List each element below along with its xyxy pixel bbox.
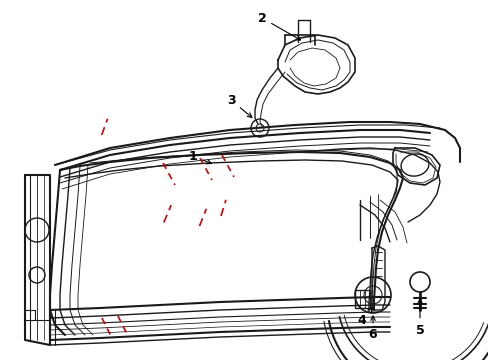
Text: 1: 1 (188, 149, 211, 164)
Text: 6: 6 (368, 316, 377, 342)
Text: 4: 4 (357, 308, 371, 327)
Text: 3: 3 (226, 94, 251, 117)
Circle shape (354, 277, 390, 313)
Text: 5: 5 (415, 299, 424, 337)
Circle shape (250, 119, 268, 137)
Text: 2: 2 (257, 12, 300, 40)
Circle shape (409, 272, 429, 292)
